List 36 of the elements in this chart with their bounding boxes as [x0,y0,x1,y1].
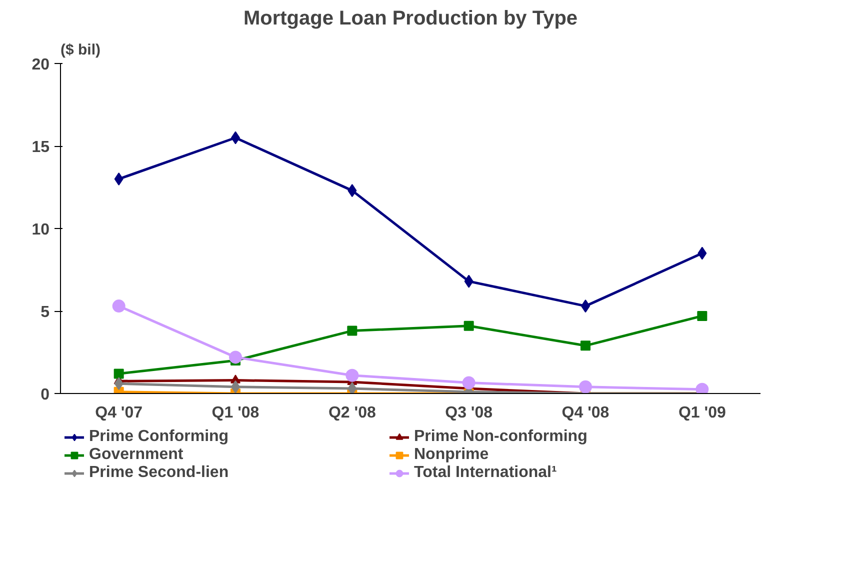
legend-label: Nonprime [414,446,490,464]
y-tick-label: 15 [32,139,50,156]
y-tick-label: 20 [32,56,50,74]
legend-label: Prime Non-conforming [414,428,588,446]
y-tick-label: 10 [32,222,50,238]
point [464,274,474,288]
point [580,340,590,351]
point [696,382,709,394]
legend-label: Total International¹ [414,464,558,482]
point [112,300,126,313]
x-tick-label: Q4 '08 [562,404,610,422]
y-tick-label: 0 [40,386,50,404]
point [114,377,124,390]
x-tick-label: Q1 '08 [212,404,260,422]
point [462,376,476,390]
x-tick-label: Q1 '09 [678,404,726,422]
x-tick-label: Q4 '07 [95,404,143,422]
legend-label: Prime Conforming [89,428,230,446]
point [348,184,357,198]
point [346,368,359,382]
x-tick-label: Q2 '08 [328,404,376,422]
x-tick-label: Q3 '08 [445,404,493,422]
point [347,326,358,336]
y-axis-title: ($ bil) [60,42,100,58]
chart-title: Mortgage Loan Production by Type [243,8,578,30]
point [698,246,707,260]
point [579,380,592,394]
legend-label: Government [89,446,184,464]
point [114,172,124,186]
point [114,368,124,379]
point [697,310,708,321]
point [348,382,357,394]
legend-label: Prime Second-lien [89,464,230,482]
y-tick-label: 5 [40,304,50,321]
point [464,320,474,331]
point [229,350,242,364]
